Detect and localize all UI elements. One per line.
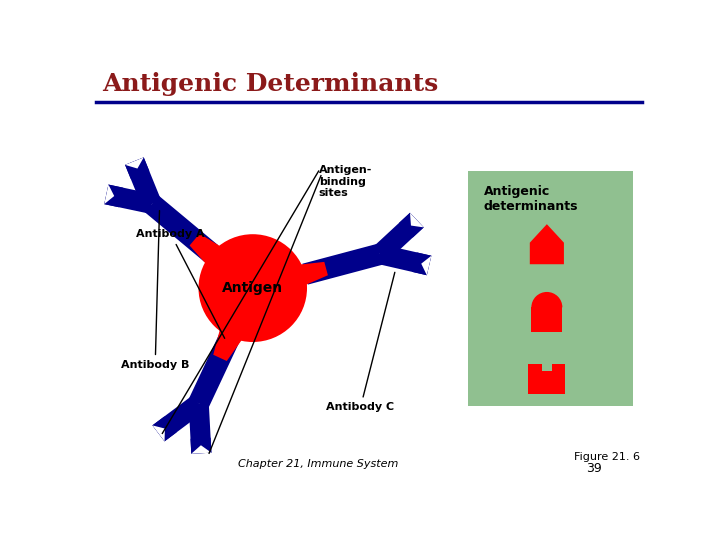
Text: Antibody C: Antibody C xyxy=(326,272,395,413)
Polygon shape xyxy=(104,185,154,214)
Polygon shape xyxy=(189,234,222,265)
Polygon shape xyxy=(192,446,212,454)
Wedge shape xyxy=(531,292,562,307)
Text: Figure 21. 6: Figure 21. 6 xyxy=(575,453,640,462)
Polygon shape xyxy=(153,426,165,441)
Polygon shape xyxy=(104,185,114,204)
Polygon shape xyxy=(191,438,212,454)
Polygon shape xyxy=(399,213,424,238)
Polygon shape xyxy=(104,185,123,207)
Bar xyxy=(528,363,565,394)
Polygon shape xyxy=(530,224,564,264)
Text: Antigenic
determinants: Antigenic determinants xyxy=(484,185,578,213)
Polygon shape xyxy=(302,244,383,285)
Polygon shape xyxy=(373,213,424,261)
Text: Antigen: Antigen xyxy=(222,281,283,295)
Polygon shape xyxy=(145,195,218,262)
Polygon shape xyxy=(189,333,240,408)
Text: Antigen-
binding
sites: Antigen- binding sites xyxy=(319,165,372,198)
Polygon shape xyxy=(299,262,328,286)
Polygon shape xyxy=(189,403,212,454)
Polygon shape xyxy=(412,252,431,275)
Polygon shape xyxy=(378,245,431,275)
Circle shape xyxy=(199,234,307,342)
Polygon shape xyxy=(125,157,161,208)
Bar xyxy=(468,171,634,406)
Polygon shape xyxy=(213,328,243,361)
Bar xyxy=(542,363,552,372)
Bar xyxy=(531,307,562,332)
Polygon shape xyxy=(153,416,176,441)
Polygon shape xyxy=(125,157,144,168)
Text: Chapter 21, Immune System: Chapter 21, Immune System xyxy=(238,458,399,469)
Polygon shape xyxy=(153,395,204,441)
Polygon shape xyxy=(125,157,150,179)
Text: Antibody B: Antibody B xyxy=(121,211,189,370)
Text: Antigenic Determinants: Antigenic Determinants xyxy=(102,72,438,96)
Polygon shape xyxy=(421,256,431,275)
Text: Antibody A: Antibody A xyxy=(137,229,225,339)
Polygon shape xyxy=(410,213,424,227)
Text: 39: 39 xyxy=(586,462,602,475)
